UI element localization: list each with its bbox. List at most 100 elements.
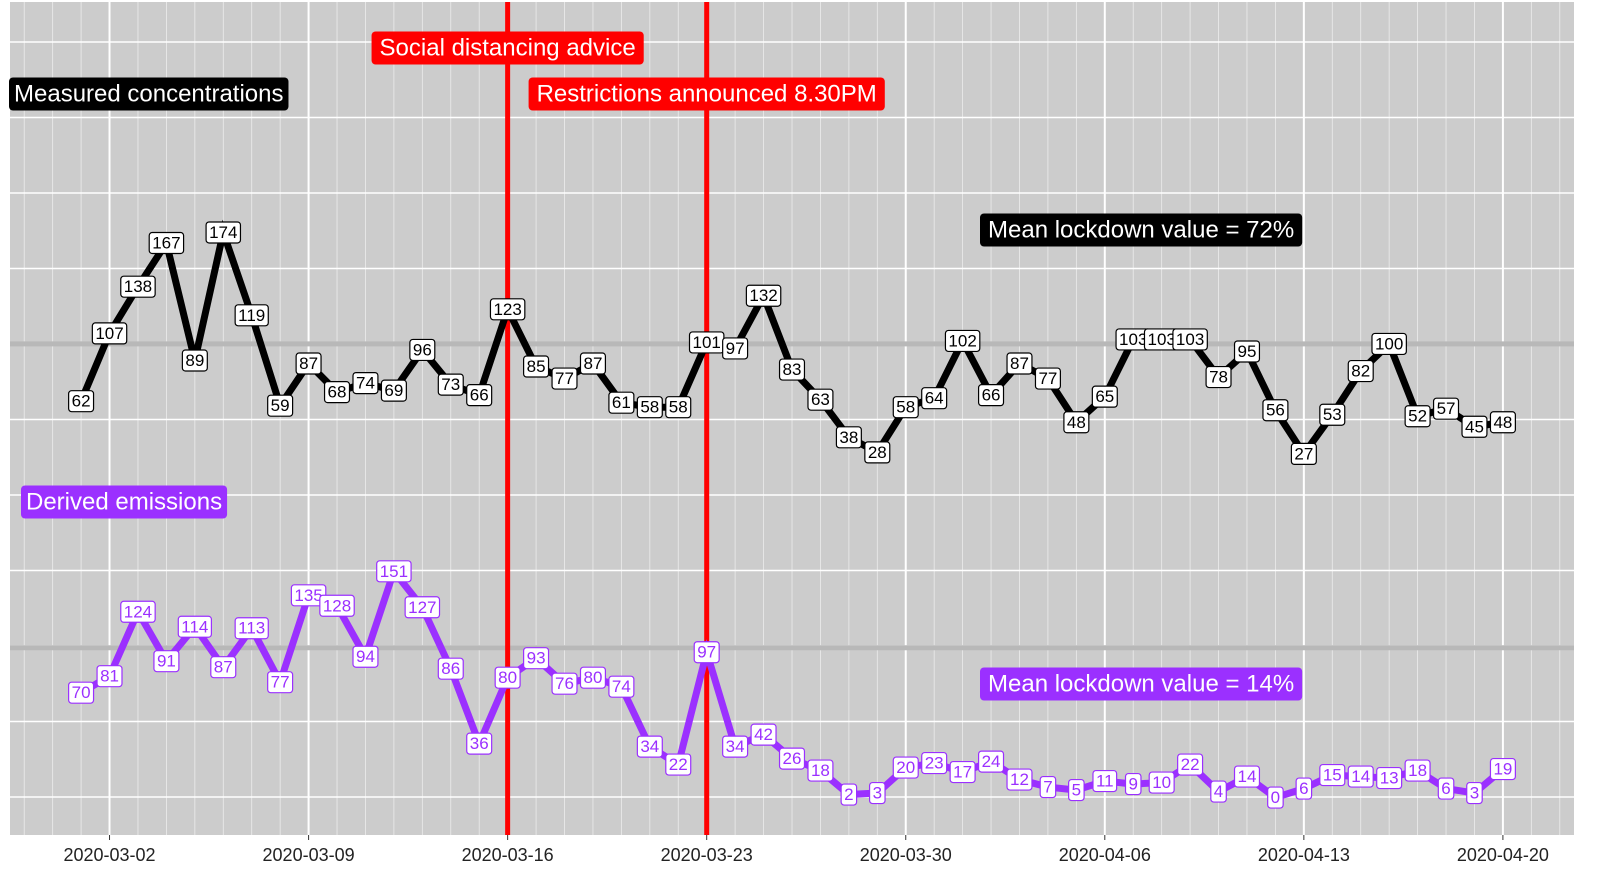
data-label: 62 [72,392,91,411]
data-label-box [665,753,692,776]
mean-label-box [980,667,1303,701]
data-label-box [380,379,407,402]
data-label: 2 [844,785,853,804]
data-label-box [1432,397,1460,420]
data-label: 22 [1181,755,1200,774]
data-label-box [1371,332,1407,356]
data-label-box [352,645,379,668]
x-tick-label: 2020-03-09 [263,845,355,865]
mean-label-box [980,213,1303,247]
data-label: 89 [185,351,204,370]
mean-label: Mean lockdown value = 72% [988,217,1294,244]
data-label-box [376,560,412,583]
data-label: 87 [214,658,233,677]
data-label: 38 [839,428,858,447]
data-label: 167 [152,234,180,253]
data-label-box [835,426,862,449]
data-label: 80 [583,668,602,687]
data-label-box [148,231,185,255]
data-label-box [523,355,550,378]
data-label-box [840,783,858,806]
data-label: 74 [356,374,375,393]
data-label-box [892,756,919,779]
data-label: 102 [948,331,976,350]
data-label: 73 [441,375,460,394]
data-label-box [944,329,981,353]
data-label: 65 [1095,387,1114,406]
data-label: 14 [1351,767,1370,786]
data-label: 12 [1010,770,1029,789]
data-label-box [404,596,441,619]
data-label-box [437,657,464,680]
data-label-box [1148,771,1175,794]
event-label: Social distancing advice [380,35,636,62]
data-label: 80 [498,668,517,687]
data-label: 66 [982,386,1001,405]
data-label: 103 [1176,330,1204,349]
data-label-box [1466,781,1483,805]
data-label-box [267,394,294,417]
data-label-box [722,337,749,360]
event-label-box [371,31,644,65]
data-label: 87 [583,354,602,373]
data-label: 23 [925,754,944,773]
data-label: 36 [470,734,489,753]
data-label: 52 [1408,407,1427,426]
x-tick-label: 2020-03-30 [860,845,952,865]
data-label-box [1233,340,1261,363]
data-label: 56 [1266,401,1285,420]
data-label-box [91,322,128,345]
data-label-box [807,759,834,782]
data-label-box [523,647,550,670]
data-label-box [1006,352,1033,375]
data-label-box [579,666,607,689]
data-label-box [977,750,1005,773]
data-label-box [68,681,95,704]
data-label-box [1290,442,1317,465]
data-label: 34 [640,737,659,756]
data-label-box [1489,411,1516,434]
data-label: 86 [441,659,460,678]
data-label: 68 [328,383,347,402]
data-label-box [1376,766,1403,790]
data-label-box [120,275,156,298]
x-tick-label: 2020-04-13 [1258,845,1350,865]
data-label: 83 [783,360,802,379]
data-label-box [319,594,355,617]
data-label: 82 [1351,362,1370,381]
data-label-box [1172,328,1208,351]
data-label: 15 [1323,766,1342,785]
data-label-box [579,352,607,375]
x-tick-label: 2020-03-23 [661,845,753,865]
data-label: 27 [1294,444,1313,463]
data-label-box [1347,359,1374,383]
data-label: 6 [1441,779,1450,798]
data-label: 97 [697,643,716,662]
data-label: 64 [925,389,944,408]
data-label-box [1063,411,1090,434]
data-label: 11 [1096,772,1114,791]
data-label-box [177,615,212,638]
data-label: 138 [124,277,152,296]
data-label: 97 [726,339,745,358]
data-label-box [1262,399,1289,422]
data-label: 20 [896,758,915,777]
data-label-box [96,665,123,688]
data-label: 26 [783,749,802,768]
data-label: 3 [1470,784,1479,803]
data-label-box [68,390,95,413]
data-label: 132 [749,286,777,305]
series-name-label: Derived emissions [26,489,222,516]
data-label: 103 [1147,330,1175,349]
data-label: 58 [669,398,688,417]
data-label-box [921,387,948,410]
data-label-box [153,650,180,673]
series-name-label-box [21,485,228,519]
data-label-box [778,358,806,381]
data-label-box [1034,367,1061,390]
data-label: 59 [271,396,290,415]
data-label: 4 [1214,782,1223,801]
data-label: 7 [1043,778,1052,797]
data-label: 87 [1010,354,1029,373]
data-label-box [868,781,886,805]
